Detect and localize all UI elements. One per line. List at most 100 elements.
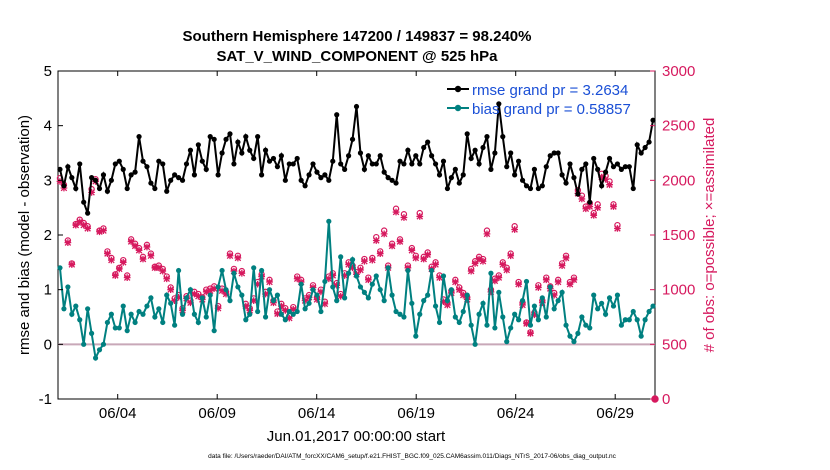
rmse-point bbox=[243, 134, 249, 140]
obs-assimilated-marker bbox=[491, 277, 499, 285]
bias-point bbox=[310, 287, 316, 293]
obs-assimilated-marker bbox=[293, 275, 301, 283]
y-right-tick-label: 1000 bbox=[662, 282, 695, 299]
obs-assimilated-marker bbox=[345, 261, 352, 268]
rmse-point bbox=[421, 144, 427, 151]
rmse-point bbox=[175, 175, 182, 181]
rmse-point bbox=[136, 134, 142, 140]
obs-assimilated-marker bbox=[214, 304, 222, 312]
rmse-point bbox=[429, 153, 435, 159]
obs-assimilated-marker bbox=[281, 307, 289, 314]
bias-point bbox=[385, 265, 391, 271]
bias-point bbox=[508, 325, 514, 331]
obs-assimilated-marker bbox=[191, 290, 198, 298]
rmse-point bbox=[338, 161, 344, 167]
obs-assimilated-marker bbox=[202, 288, 210, 296]
bias-point bbox=[515, 317, 522, 323]
bias-point bbox=[235, 284, 241, 290]
obs-assimilated-marker bbox=[594, 204, 602, 212]
bias-point bbox=[255, 308, 261, 315]
legend-rmse-label: rmse grand pr = 3.2634 bbox=[472, 82, 628, 99]
bias-point bbox=[504, 339, 510, 345]
bias-point bbox=[401, 314, 407, 320]
rmse-point bbox=[508, 150, 514, 156]
rmse-point bbox=[191, 172, 198, 178]
rmse-point bbox=[92, 177, 99, 183]
obs-assimilated-marker bbox=[475, 255, 483, 263]
bias-point bbox=[132, 319, 138, 326]
obs-assimilated-marker bbox=[64, 239, 72, 247]
obs-assimilated-marker bbox=[337, 292, 345, 300]
rmse-point bbox=[195, 142, 201, 148]
obs-assimilated-marker bbox=[171, 297, 178, 304]
obs-assimilated-marker bbox=[194, 292, 202, 300]
bias-point bbox=[622, 317, 628, 323]
rmse-point bbox=[290, 161, 296, 167]
rmse-point bbox=[381, 169, 387, 175]
bias-point bbox=[251, 265, 257, 271]
rmse-point bbox=[152, 185, 158, 192]
rmse-point bbox=[622, 164, 628, 170]
obs-assimilated-marker bbox=[325, 275, 333, 283]
rmse-point bbox=[179, 177, 186, 183]
footer-datafile: data file: /Users/raeder/DAI/ATM_forcXX/… bbox=[208, 453, 617, 460]
rmse-point bbox=[183, 161, 190, 167]
bias-point bbox=[579, 314, 585, 320]
bias-point bbox=[610, 303, 617, 309]
rmse-point bbox=[512, 172, 518, 178]
rmse-point bbox=[365, 153, 371, 159]
bias-point bbox=[172, 322, 178, 328]
bias-point bbox=[207, 292, 213, 298]
rmse-point bbox=[614, 161, 621, 167]
bias-point bbox=[223, 287, 229, 293]
rmse-point bbox=[634, 142, 640, 148]
bias-point bbox=[353, 273, 360, 279]
bias-point bbox=[175, 267, 182, 274]
obs-assimilated-marker bbox=[432, 261, 439, 268]
y-right-tick-label: 2500 bbox=[662, 118, 695, 135]
x-tick-label: 06/09 bbox=[198, 405, 236, 422]
rmse-point bbox=[168, 177, 174, 183]
rmse-point bbox=[610, 164, 617, 170]
obs-assimilated-marker bbox=[523, 320, 530, 327]
rmse-point bbox=[555, 150, 561, 156]
obs-assimilated-marker bbox=[392, 208, 400, 216]
bias-point bbox=[290, 311, 296, 317]
rmse-point bbox=[215, 172, 221, 178]
rmse-point bbox=[89, 175, 95, 181]
rmse-point bbox=[626, 164, 632, 170]
bias-point bbox=[69, 311, 75, 317]
bias-point bbox=[361, 289, 368, 295]
bias-point bbox=[144, 303, 150, 309]
rmse-point bbox=[602, 169, 609, 175]
bias-point bbox=[606, 295, 613, 301]
obs-assimilated-marker bbox=[305, 293, 313, 301]
obs-assimilated-marker bbox=[598, 173, 605, 181]
rmse-point bbox=[650, 117, 656, 123]
obs-assimilated-marker bbox=[234, 254, 242, 262]
bias-point bbox=[345, 270, 352, 276]
rmse-point bbox=[199, 158, 205, 164]
rmse-point bbox=[255, 134, 261, 140]
rmse-point bbox=[618, 166, 624, 172]
obs-assimilated-marker bbox=[424, 251, 432, 259]
rmse-point bbox=[349, 136, 356, 142]
bias-point bbox=[381, 298, 387, 304]
rmse-point bbox=[523, 183, 530, 189]
obs-assimilated-marker bbox=[459, 291, 467, 299]
obs-assimilated-marker bbox=[96, 228, 103, 236]
obs-assimilated-marker bbox=[163, 275, 171, 283]
obs-assimilated-marker bbox=[187, 299, 194, 307]
bias-point bbox=[468, 322, 474, 328]
x-axis-label: Jun.01,2017 00:00:00 start bbox=[267, 428, 446, 445]
bias-point bbox=[140, 311, 146, 317]
rmse-point bbox=[559, 172, 565, 178]
rmse-point bbox=[591, 155, 597, 162]
bias-point bbox=[444, 298, 451, 304]
obs-assimilated-marker bbox=[321, 300, 329, 308]
obs-assimilated-marker bbox=[578, 195, 586, 203]
rmse-point bbox=[266, 158, 273, 164]
obs-assimilated-marker bbox=[440, 298, 447, 306]
obs-assimilated-marker bbox=[349, 264, 356, 272]
rmse-point bbox=[278, 153, 284, 159]
